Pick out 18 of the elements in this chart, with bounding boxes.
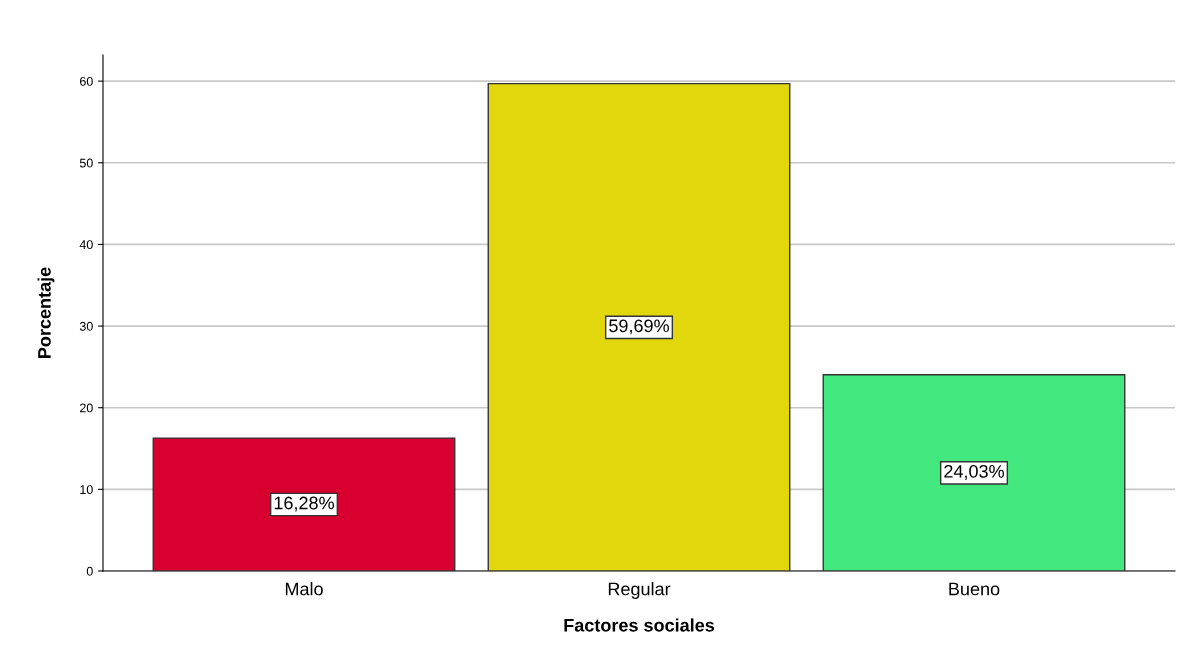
y-tick-label: 50 <box>79 158 93 168</box>
y-tick-label: 40 <box>79 240 93 250</box>
y-tick-label: 0 <box>86 566 93 576</box>
x-tick-label: Bueno <box>949 582 1000 596</box>
data-label: 59,69% <box>609 319 669 335</box>
y-tick-label: 20 <box>80 403 93 413</box>
data-label: 24,03% <box>944 464 1004 480</box>
data-label: 16,28% <box>274 496 334 512</box>
y-tick-label: 60 <box>80 76 93 86</box>
x-tick-label: Regular <box>608 582 671 599</box>
bar <box>152 437 456 571</box>
y-tick-label: 10 <box>80 485 93 495</box>
y-tick-label: 30 <box>79 321 93 331</box>
bar <box>487 82 791 571</box>
bar <box>822 374 1126 571</box>
x-tick-label: Malo <box>285 582 323 596</box>
x-axis-title: Factores sociales <box>564 618 715 632</box>
y-axis-title: Porcentaje <box>37 267 55 358</box>
